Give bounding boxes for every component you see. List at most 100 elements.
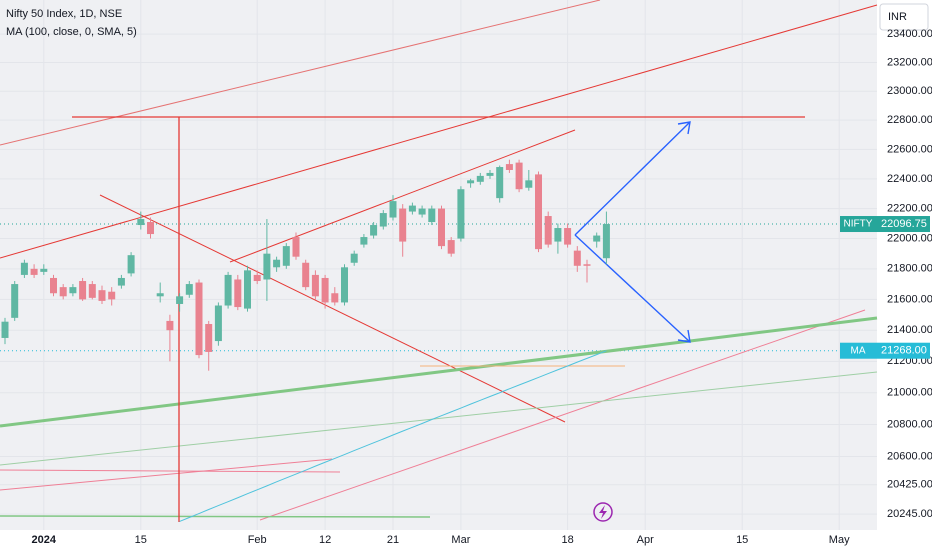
drawings: [0, 0, 878, 522]
x-tick-label: Apr: [637, 534, 654, 546]
candle-body: [205, 324, 213, 352]
candle-body: [30, 268, 38, 275]
level-line: [0, 515, 431, 518]
candle-body: [127, 255, 135, 274]
price-tag-name: NIFTY: [844, 219, 873, 230]
candle-body: [40, 268, 48, 272]
price-tag-name: MA: [851, 345, 866, 356]
candle-body: [408, 205, 416, 212]
candle-body: [156, 293, 164, 297]
candle-body: [98, 290, 106, 301]
candle-body: [224, 274, 232, 306]
candle-body: [1, 321, 9, 338]
candle-body: [447, 240, 455, 254]
candle-body: [525, 180, 533, 188]
time-axis: [0, 530, 877, 550]
y-tick-label: 20800.00: [887, 418, 932, 430]
y-tick-label: 21600.00: [887, 293, 932, 305]
y-tick-label: 22000.00: [887, 232, 932, 244]
trend-line: [99, 194, 566, 423]
candle-body: [476, 175, 484, 182]
candle-body: [564, 228, 572, 245]
currency-button[interactable]: [879, 3, 929, 31]
y-tick-label: 21000.00: [887, 387, 932, 399]
candle-body: [602, 224, 610, 259]
chart-title: Nifty 50 Index, 1D, NSE: [6, 8, 122, 20]
x-tick-label: 15: [736, 534, 748, 546]
candle-body: [399, 208, 407, 242]
candle-body: [350, 253, 358, 263]
candle-body: [438, 208, 445, 247]
candle-body: [273, 259, 281, 268]
y-tick-label: 20600.00: [887, 450, 932, 462]
candle-body: [311, 274, 319, 297]
candle-body: [360, 237, 368, 245]
candle-body: [370, 225, 378, 236]
x-tick-label: Mar: [451, 534, 470, 546]
event-icon[interactable]: [593, 502, 613, 522]
candle-body: [467, 180, 475, 184]
trend-line: [0, 0, 601, 146]
candle-body: [457, 189, 465, 239]
support-line: [0, 316, 878, 428]
y-tick-label: 20245.00: [887, 508, 932, 520]
x-tick-label: 12: [319, 534, 331, 546]
y-tick-label: 23400.00: [887, 28, 932, 40]
candle-body: [389, 201, 397, 218]
level-line: [0, 469, 341, 473]
candle-body: [379, 213, 387, 227]
price-tag-bg: [877, 216, 930, 233]
candle-body: [321, 277, 329, 303]
candle-body: [515, 162, 523, 190]
price-tag-value: 22096.75: [881, 218, 927, 230]
candle-body: [69, 287, 77, 294]
candle-body: [544, 216, 552, 245]
candle-body: [573, 250, 581, 266]
candles: [1, 159, 610, 522]
candle-body: [583, 264, 591, 266]
currency-label: INR: [888, 11, 907, 23]
price-tag-name-bg: [840, 216, 877, 233]
candle-body: [486, 172, 494, 176]
candle-body: [108, 291, 116, 300]
candle-body: [244, 270, 251, 309]
candle-body: [428, 208, 436, 223]
x-tick-label: May: [829, 534, 850, 546]
y-tick-label: 22200.00: [887, 202, 932, 214]
candle-body: [234, 279, 242, 308]
candle-body: [496, 167, 504, 199]
candle-body: [88, 284, 96, 298]
x-tick-label: 21: [387, 534, 399, 546]
candle-body: [79, 281, 87, 300]
candle-body: [263, 253, 271, 280]
y-tick-label: 23200.00: [887, 56, 932, 68]
y-tick-label: 20425.00: [887, 479, 932, 491]
price-tag-name-bg: [840, 342, 877, 359]
candle-body: [554, 228, 562, 242]
candle-body: [214, 305, 222, 342]
price-axis: [877, 0, 932, 550]
y-tick-label: 23000.00: [887, 85, 932, 97]
candle-body: [50, 277, 57, 294]
y-tick-label: 22400.00: [887, 173, 932, 185]
x-tick-label: 18: [561, 534, 573, 546]
candle-body: [535, 174, 542, 250]
trend-line: [0, 371, 878, 466]
y-tick-label: 22800.00: [887, 114, 932, 126]
price-tag-value: 21268.00: [881, 345, 927, 357]
candle-body: [176, 296, 184, 304]
y-tick-label: 21400.00: [887, 324, 932, 336]
trend-line: [259, 309, 866, 521]
event-icon-bolt: [599, 505, 607, 519]
plot-background: [0, 0, 877, 530]
candle-body: [302, 262, 310, 288]
candle-body: [20, 262, 28, 275]
candle-body: [195, 282, 203, 356]
candle-body: [292, 237, 300, 257]
candle-body: [331, 293, 339, 303]
candle-body: [185, 284, 193, 295]
x-tick-label: 15: [135, 534, 147, 546]
candle-body: [147, 222, 154, 235]
candle-body: [137, 219, 145, 226]
candle-body: [11, 284, 19, 318]
